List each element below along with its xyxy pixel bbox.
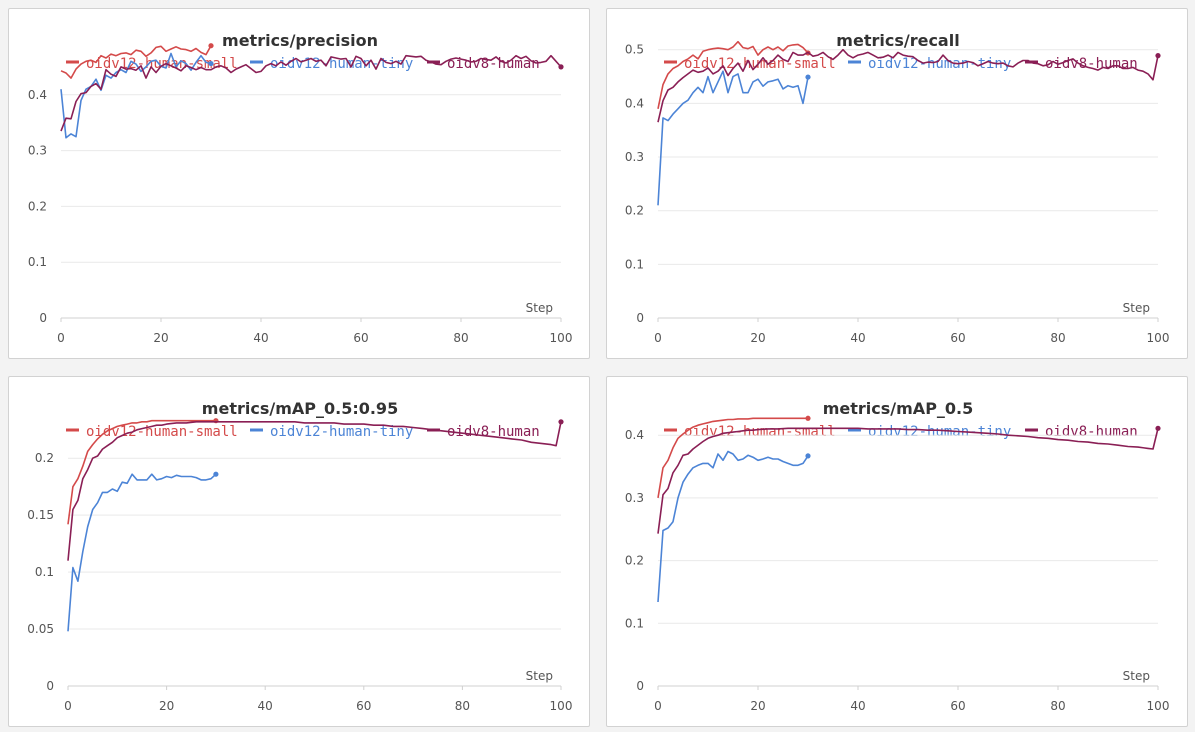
x-tick-label: 100 [1147,331,1170,345]
y-tick-label: 0.2 [28,199,47,213]
x-tick-label: 80 [1050,699,1065,713]
legend-item-oidv12-human-small[interactable]: oidv12-human-small [664,424,836,440]
x-axis-title: Step [526,301,553,315]
chart-metrics-map-0-5-0-95: metrics/mAP_0.5:0.95 oidv12-human-small oi… [9,377,591,728]
legend-label: oidv12-human-small [684,424,836,440]
legend-item-oidv12-human-tiny[interactable]: oidv12-human-tiny [250,56,413,72]
y-tick-label: 0.1 [625,257,644,271]
y-tick-label: 0.15 [27,508,54,522]
series-endpoint-oidv12-human-tiny [213,472,218,477]
x-tick-label: 20 [750,699,765,713]
legend-label: oidv8-human [1045,424,1138,440]
x-tick-label: 60 [356,699,371,713]
x-tick-label: 20 [159,699,174,713]
x-tick-label: 40 [850,331,865,345]
legend-item-oidv12-human-tiny[interactable]: oidv12-human-tiny [848,424,1011,440]
x-tick-label: 20 [153,331,168,345]
y-tick-label: 0.4 [625,96,644,110]
panel-map-0-5-0-95: metrics/mAP_0.5:0.95 oidv12-human-small oi… [8,376,590,727]
series-endpoint-oidv12-human-tiny [208,61,213,66]
series-line-oidv8-human[interactable] [658,428,1158,533]
series-endpoint-oidv12-human-tiny [805,453,810,458]
x-tick-label: 60 [950,331,965,345]
x-tick-label: 60 [353,331,368,345]
x-axis-title: Step [526,669,553,683]
y-tick-label: 0.3 [625,150,644,164]
panel-precision: metrics/precision oidv12-human-small oidv1… [8,8,590,359]
y-tick-label: 0 [39,311,47,325]
x-tick-label: 40 [258,699,273,713]
y-tick-label: 0.1 [28,255,47,269]
y-tick-label: 0.1 [35,565,54,579]
y-tick-label: 0 [46,679,54,693]
x-axis-title: Step [1123,669,1150,683]
x-tick-label: 0 [654,331,662,345]
chart-metrics-precision: metrics/precision oidv12-human-small oidv1… [9,9,591,360]
series-line-oidv12-human-tiny[interactable] [68,474,216,631]
y-tick-label: 0.1 [625,616,644,630]
panel-recall: metrics/recall oidv12-human-small oidv12-h… [606,8,1188,359]
y-tick-label: 0.3 [28,144,47,158]
x-tick-label: 40 [850,699,865,713]
x-tick-label: 80 [1050,331,1065,345]
x-tick-label: 100 [1147,699,1170,713]
y-tick-label: 0.5 [625,43,644,57]
x-axis-title: Step [1123,301,1150,315]
x-tick-label: 0 [654,699,662,713]
y-tick-label: 0.2 [625,204,644,218]
legend-label: oidv12-human-small [86,424,238,440]
x-tick-label: 100 [550,331,573,345]
legend-label: oidv12-human-tiny [868,424,1011,440]
series-line-oidv8-human[interactable] [68,422,561,561]
y-tick-label: 0.2 [35,451,54,465]
legend-item-oidv12-human-tiny[interactable]: oidv12-human-tiny [848,56,1011,72]
series-line-oidv12-human-tiny[interactable] [658,452,808,603]
y-tick-label: 0.4 [625,428,644,442]
series-endpoint-oidv8-human [1155,426,1160,431]
x-tick-label: 60 [950,699,965,713]
legend-label: oidv8-human [447,424,540,440]
x-tick-label: 80 [453,331,468,345]
y-tick-label: 0.2 [625,554,644,568]
series-line-oidv12-human-small[interactable] [658,42,808,109]
x-tick-label: 100 [550,699,573,713]
chart-title: metrics/precision [222,31,378,50]
x-tick-label: 20 [750,331,765,345]
chart-metrics-map-0-5: metrics/mAP_0.5 oidv12-human-small oidv12-… [607,377,1189,728]
y-tick-label: 0 [636,679,644,693]
x-tick-label: 80 [455,699,470,713]
panel-map-0-5: metrics/mAP_0.5 oidv12-human-small oidv12-… [606,376,1188,727]
series-endpoint-oidv8-human [558,64,563,69]
series-endpoint-oidv12-human-tiny [805,74,810,79]
x-tick-label: 0 [64,699,72,713]
chart-title: metrics/recall [836,31,959,50]
chart-title: metrics/mAP_0.5 [823,399,974,418]
chart-title: metrics/mAP_0.5:0.95 [202,399,398,418]
x-tick-label: 0 [57,331,65,345]
series-line-oidv12-human-tiny[interactable] [658,71,808,205]
y-tick-label: 0.3 [625,491,644,505]
series-endpoint-oidv12-human-small [805,416,810,421]
y-tick-label: 0.05 [27,622,54,636]
series-endpoint-oidv8-human [558,419,563,424]
legend-item-oidv8-human[interactable]: oidv8-human [427,424,540,440]
y-tick-label: 0.4 [28,88,47,102]
series-endpoint-oidv8-human [1155,53,1160,58]
y-tick-label: 0 [636,311,644,325]
x-tick-label: 40 [253,331,268,345]
legend-item-oidv8-human[interactable]: oidv8-human [1025,56,1138,72]
series-endpoint-oidv12-human-small [208,43,213,48]
legend-label: oidv12-human-small [86,56,238,72]
